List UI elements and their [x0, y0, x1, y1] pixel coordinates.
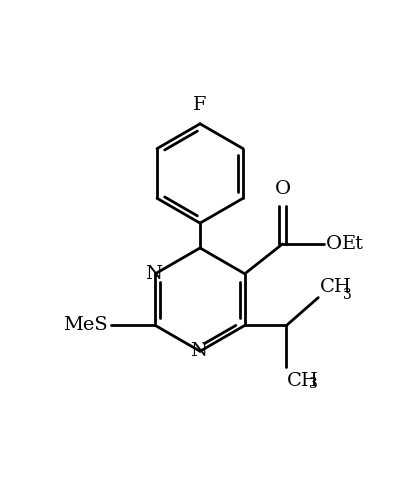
Text: Et: Et [342, 235, 364, 253]
Text: CH: CH [286, 372, 319, 390]
Text: N: N [189, 342, 207, 360]
Text: CH: CH [320, 278, 352, 295]
Text: F: F [193, 96, 207, 114]
Text: O: O [326, 235, 342, 253]
Text: N: N [145, 265, 162, 283]
Text: 3: 3 [309, 377, 318, 391]
Text: MeS: MeS [63, 316, 108, 335]
Text: 3: 3 [343, 288, 352, 302]
Text: O: O [275, 180, 291, 198]
